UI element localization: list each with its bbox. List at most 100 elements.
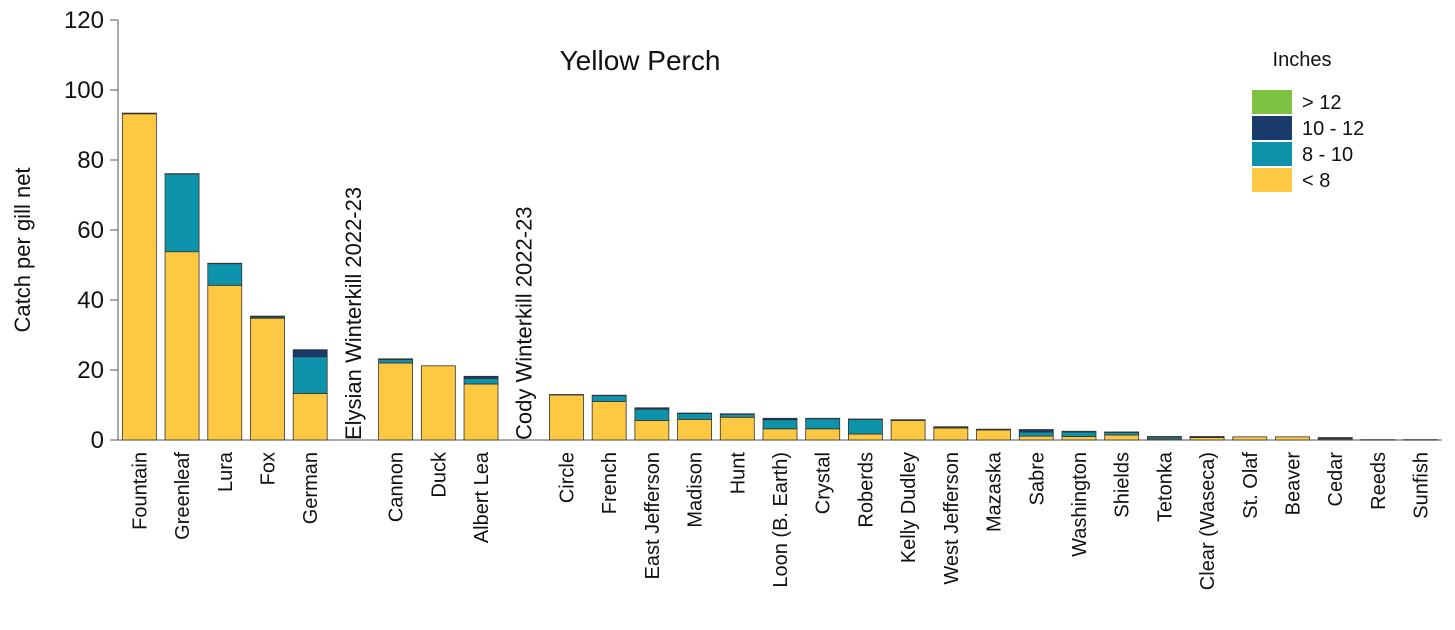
y-tick-label: 40 [77,287,104,314]
x-tick-label: French [599,452,621,514]
bar-segment [677,412,712,420]
bar-segment [1403,439,1439,441]
bar-segment [463,375,499,379]
y-tick-label: 60 [77,217,104,244]
bar-segment [1360,439,1396,441]
x-tick-label: Fountain [129,452,151,530]
axes: 0 20 40 60 80 100 120 [64,7,1442,454]
bar-segment [1018,435,1054,441]
y-tick-label: 0 [91,427,104,454]
legend-swatch [1252,116,1292,140]
bar-segment [1061,431,1097,437]
bar-segment [677,418,712,441]
bar-segment [677,412,712,414]
bar-segment [890,419,926,441]
bar-segment [634,408,670,421]
bar-segment [207,262,243,265]
bar-segment [1018,429,1054,433]
bar-segment [591,395,627,402]
x-tick-label: East Jefferson [642,452,664,579]
x-tick-label: Loon (B. Earth) [770,452,792,588]
x-tick-labels: Fountain Greenleaf Lura Fox German Cannon Duck… [129,451,1432,590]
x-tick-label: Beaver [1283,452,1305,516]
bar-segment [549,394,584,396]
x-tick-label: Reeds [1368,452,1390,510]
bar-segment [634,419,670,441]
bar-segment [1018,431,1054,437]
bar-segment [805,428,841,441]
x-tick-label: West Jefferson [941,452,963,585]
bar-segment [207,263,243,286]
y-axis-label: Catch per gill net [10,167,35,332]
bar-segment [292,349,328,358]
legend-title: Inches [1273,49,1332,71]
x-tick-label: Duck [428,451,450,498]
bar-segment [1232,436,1268,441]
x-tick-label: German [300,452,322,524]
x-tick-label: Kelly Dudley [898,452,920,563]
legend-swatch [1252,168,1292,192]
bar-segment [933,427,969,441]
legend-label: 8 - 10 [1302,144,1353,166]
legend-label: < 8 [1302,170,1330,192]
bar-segment [1275,436,1310,441]
x-tick-label: Circle [556,452,578,503]
bar-segment [1104,431,1140,433]
bar-segment [1189,436,1225,438]
chart-title: Yellow Perch [560,45,721,76]
x-tick-label: Albert Lea [471,451,493,543]
y-tick-label: 80 [77,147,104,174]
x-tick-label: Fox [257,452,279,485]
bar-segment [164,173,200,175]
bar-segment [1104,434,1140,441]
bar-segment [848,418,883,420]
bar-segment [164,173,200,253]
bar-segment [1061,430,1097,433]
x-tick-label: Sabre [1026,452,1048,505]
bar-segment [591,401,627,441]
winterkill-annotation: Cody Winterkill 2022-23 [512,206,537,440]
bar-segment [292,356,328,394]
y-tick-label: 100 [64,77,104,104]
bar-segment [634,407,670,410]
bar-segment [207,284,243,441]
legend-swatch [1252,90,1292,114]
x-tick-label: Mazaska [984,451,1006,532]
bar-segment [121,113,157,441]
y-tick-label: 20 [77,357,104,384]
bar-segment [420,365,456,441]
bar-segment [292,393,328,441]
x-tick-label: Clear (Waseca) [1197,452,1219,590]
bar-segment [805,418,841,430]
legend-label: > 12 [1302,92,1341,114]
annotations: Elysian Winterkill 2022-23 Cody Winterkil… [341,187,537,440]
bar-segment [591,394,627,397]
x-tick-label: Madison [685,452,707,528]
x-tick-label: Crystal [813,452,835,514]
bar-segment [848,433,883,441]
y-tick-label: 120 [64,7,104,34]
bar-segment [463,377,499,385]
bar-segment [762,419,798,430]
x-tick-label: St. Olaf [1240,452,1262,519]
x-tick-label: Greenleaf [172,452,194,540]
x-tick-label: Sunfish [1411,452,1433,519]
x-tick-label: Hunt [727,452,749,495]
bar-segment [1061,436,1097,441]
bar-segment [250,317,285,441]
bar-segment [463,383,499,441]
legend-swatch [1252,142,1292,166]
bars [121,112,1439,441]
bar-segment [976,429,1011,441]
bar-segment [549,394,584,441]
bar-segment [250,315,285,318]
bar-segment [976,428,1011,431]
x-tick-label: Cedar [1325,452,1347,507]
bar-segment [1146,436,1182,438]
bar-segment [805,417,841,420]
x-tick-label: Roberds [855,452,877,528]
bar-segment [762,428,798,441]
bar-segment [1317,437,1353,439]
